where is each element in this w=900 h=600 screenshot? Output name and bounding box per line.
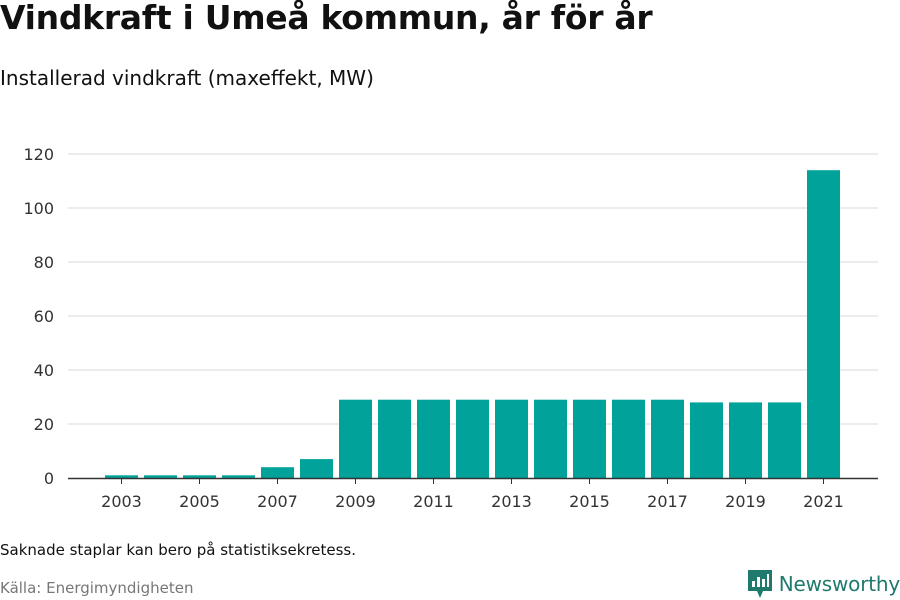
- x-tick-label: 2017: [647, 492, 688, 511]
- x-tick-label: 2013: [491, 492, 532, 511]
- bar-2006: [222, 475, 255, 478]
- y-axis-ticks: 0 20 40 60 80 100 120: [23, 145, 54, 488]
- y-tick-label: 20: [34, 415, 54, 434]
- bar-2005: [183, 475, 216, 478]
- bar-2021: [807, 170, 840, 478]
- bar-2010: [378, 399, 411, 478]
- x-tick-label: 2011: [413, 492, 454, 511]
- x-tick-label: 2009: [335, 492, 376, 511]
- x-axis-ticks: 2003 2005 2007 2009 2011 2013 2015 2017 2019 2021: [101, 479, 844, 511]
- bar-2012: [456, 399, 489, 478]
- chart-title: Vindkraft i Umeå kommun, år för år: [0, 0, 653, 37]
- x-tick-label: 2007: [257, 492, 298, 511]
- footnote: Saknade staplar kan bero på statistiksek…: [0, 541, 357, 559]
- y-tick-label: 60: [34, 307, 54, 326]
- bar-2004: [144, 475, 177, 478]
- bar-2017: [651, 399, 684, 478]
- bar-2018: [690, 402, 723, 478]
- x-tick-label: 2015: [569, 492, 610, 511]
- x-tick-label: 2003: [101, 492, 142, 511]
- y-tick-label: 40: [34, 361, 54, 380]
- bar-2011: [417, 399, 450, 478]
- bar-2015: [573, 399, 606, 478]
- bar-2020: [768, 402, 801, 478]
- bar-2013: [495, 399, 528, 478]
- bar-2008: [300, 459, 333, 478]
- x-tick-label: 2019: [725, 492, 766, 511]
- brand-name: Newsworthy: [778, 572, 900, 596]
- bar-2019: [729, 402, 762, 478]
- y-tick-label: 100: [23, 199, 54, 218]
- x-tick-label: 2021: [803, 492, 844, 511]
- bar-2003: [105, 475, 138, 478]
- bar-2014: [534, 399, 567, 478]
- y-tick-label: 0: [44, 469, 54, 488]
- source-credit: Källa: Energimyndigheten: [0, 579, 194, 597]
- chart-subtitle: Installerad vindkraft (maxeffekt, MW): [0, 66, 374, 90]
- bar-2016: [612, 399, 645, 478]
- bar-2007: [261, 467, 294, 478]
- grid-lines: [68, 153, 878, 425]
- bar-2009: [339, 399, 372, 478]
- bar-chart: 0 20 40 60 80 100 120 2003 2005 2007 2009 2011 2013…: [23, 145, 878, 511]
- bars: [105, 170, 840, 478]
- y-tick-label: 120: [23, 145, 54, 164]
- newsworthy-logo-icon: [747, 570, 772, 598]
- newsworthy-brand[interactable]: Newsworthy: [747, 568, 900, 600]
- x-tick-label: 2005: [179, 492, 220, 511]
- y-tick-label: 80: [34, 253, 54, 272]
